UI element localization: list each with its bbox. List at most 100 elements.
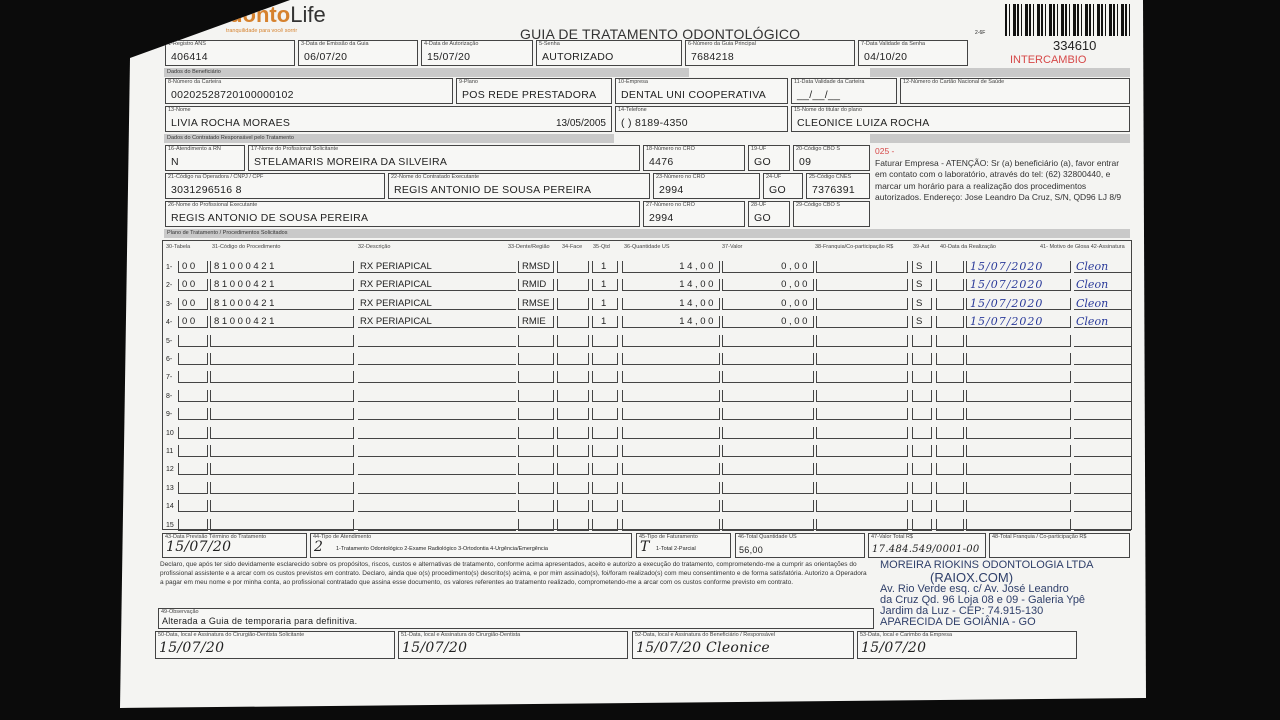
- field-label: 3-Data de Emissão da Guia: [301, 41, 369, 47]
- cell-qty: 1: [592, 297, 618, 310]
- cell-us: [622, 408, 720, 421]
- cell-auth: [912, 353, 932, 365]
- field-label: 11-Data Validade da Carteira: [794, 79, 865, 85]
- field-ans: 1-Registro ANS 406414: [165, 40, 295, 66]
- cell-value: [722, 389, 814, 402]
- field-value: 15/07/20: [159, 640, 225, 656]
- table-row: 12: [166, 460, 1131, 478]
- cell-tooth-region: RMID: [518, 279, 554, 292]
- field-previsao: 43-Data Previsão Término do Tratamento 15…: [162, 533, 307, 558]
- field-label: 21-Código na Operadora / CNPJ / CPF: [168, 174, 264, 180]
- cell-copay: [816, 316, 908, 329]
- cell-date: [966, 389, 1071, 402]
- field-nome: 13-Nome LIVIA ROCHA MORAES: [165, 106, 612, 132]
- cell-description: [358, 427, 516, 439]
- cell-date: 15/07/2020: [966, 261, 1071, 273]
- cell-date: [966, 334, 1071, 347]
- cell-table: [178, 426, 208, 439]
- cell-copay: [816, 353, 908, 365]
- table-row: 1- 00 81000421 RX PERIAPICAL RMSD 1 14,0…: [166, 258, 1131, 276]
- field-value: 09: [799, 156, 812, 168]
- cell-tooth-region: [518, 426, 554, 439]
- field-value: REGIS ANTONIO DE SOUSA PEREIRA: [394, 184, 592, 196]
- cell-description: [358, 500, 516, 513]
- cell-date: [966, 463, 1071, 476]
- cell-procedure-code: [210, 371, 354, 384]
- field-value: CLEONICE LUIZA ROCHA: [797, 117, 930, 129]
- field-observacao: 49-Observação Alterada a Guia de temporar…: [158, 608, 874, 629]
- field-value: 2994: [659, 184, 684, 196]
- field-label: 17-Nome do Profissional Solicitante: [251, 146, 339, 152]
- field-value: 56,00: [739, 545, 764, 555]
- cell-procedure-code: [210, 426, 354, 439]
- row-number: 12: [166, 466, 174, 474]
- cell-tooth-region: [518, 389, 554, 402]
- cell-date: [966, 426, 1071, 439]
- cell-description: [358, 463, 516, 476]
- cell-copay: [816, 371, 908, 384]
- cell-date: 15/07/2020: [966, 297, 1071, 310]
- field-label: 44-Tipo de Atendimento: [313, 534, 372, 540]
- cell-table: [178, 408, 208, 421]
- cell-value: [722, 408, 814, 421]
- cell-description: RX PERIAPICAL: [358, 279, 516, 292]
- cell-date: [966, 500, 1071, 513]
- row-number: 13: [166, 484, 174, 492]
- cell-us: [622, 445, 720, 457]
- cell-value: [722, 426, 814, 439]
- table-row: 4- 00 81000421 RX PERIAPICAL RMIE 1 14,0…: [166, 313, 1131, 331]
- cell-table: [178, 334, 208, 347]
- note-text: Faturar Empresa - ATENÇÃO: Sr (a) benefi…: [875, 157, 1122, 203]
- field-total-us: 46-Total Quantidade US 56,00: [735, 533, 865, 558]
- cell-description: [358, 519, 516, 531]
- field-executante: 26-Nome do Profissional Executante REGIS …: [165, 201, 640, 227]
- field-label: 47-Valor Total R$: [871, 534, 913, 540]
- field-rn: 16-Atendimento a RN N: [165, 145, 245, 171]
- cell-value: 0,00: [722, 297, 814, 310]
- row-number: 8-: [166, 392, 173, 400]
- logo-tagline: tranquilidade para você sorrir: [226, 28, 298, 34]
- cell-qty: [592, 518, 618, 531]
- cell-tooth-region: [518, 445, 554, 457]
- field-value: T: [640, 539, 650, 555]
- cell-procedure-code: [210, 500, 354, 513]
- cell-face: [557, 371, 589, 384]
- cell-blank: [936, 316, 964, 329]
- field-carteira: 8-Número da Carteira 00202528720100000102: [165, 78, 453, 104]
- field-label: 5-Senha: [539, 41, 560, 47]
- cell-blank: [936, 353, 964, 365]
- field-cbo1: 20-Código CBO S 09: [793, 145, 870, 171]
- field-label: 49-Observação: [161, 609, 199, 615]
- cell-signature: [1074, 445, 1131, 457]
- row-number: 9-: [166, 411, 173, 419]
- cell-us: 14,00: [622, 279, 720, 292]
- cell-table: [178, 518, 208, 531]
- cell-blank: [936, 518, 964, 531]
- column-header-franquia: 38-Franquia/Co-participação R$: [815, 244, 894, 250]
- cell-table: [178, 500, 208, 513]
- cell-copay: [816, 481, 908, 494]
- cell-table: 00: [178, 261, 208, 273]
- field-value: Alterada a Guia de temporaria para defin…: [162, 616, 358, 626]
- field-sig52: 52-Data, local e Assinatura do Beneficiá…: [632, 631, 854, 659]
- cell-auth: [912, 463, 932, 476]
- cell-description: [358, 408, 516, 421]
- form-code: 2-6F: [975, 30, 986, 36]
- column-header-descricao: 32-Descrição: [358, 244, 391, 250]
- stamp-line: MOREIRA RIOKINS ODONTOLOGIA LTDA: [880, 559, 1094, 571]
- cell-qty: [592, 463, 618, 476]
- table-row: 14: [166, 497, 1131, 515]
- cell-copay: [816, 445, 908, 457]
- field-value: 7684218: [691, 51, 734, 63]
- cell-table: 00: [178, 316, 208, 329]
- cell-blank: [936, 371, 964, 384]
- stamp-line: (RAIOX.COM): [930, 570, 1014, 585]
- stamp-line: Jardim da Luz - CEP: 74.915-130: [880, 605, 1044, 617]
- cell-description: [358, 353, 516, 365]
- cell-us: [622, 518, 720, 531]
- cell-copay: [816, 334, 908, 347]
- cell-signature: [1074, 463, 1131, 476]
- cell-auth: S: [912, 316, 932, 329]
- guide-number: 334610: [1053, 38, 1097, 53]
- cell-value: [722, 445, 814, 457]
